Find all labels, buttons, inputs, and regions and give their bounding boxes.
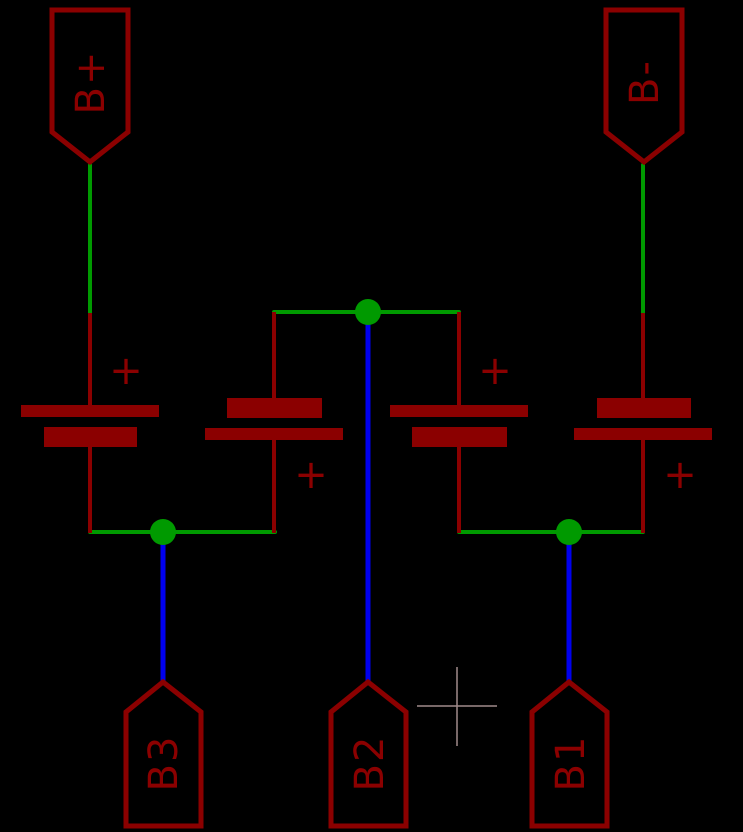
port-b1-label: B1 <box>548 735 594 792</box>
port-b1[interactable]: B1 <box>529 678 610 829</box>
port-b-minus[interactable]: B- <box>603 7 685 166</box>
port-b3-label: B3 <box>141 735 187 792</box>
junction-dot-icon[interactable] <box>556 519 582 545</box>
battery-cell-icon[interactable]: + <box>205 312 343 533</box>
port-b3[interactable]: B3 <box>123 678 204 829</box>
port-b2-label: B2 <box>347 735 393 792</box>
port-b2[interactable]: B2 <box>328 678 409 829</box>
battery-4-plus: + <box>663 452 699 498</box>
battery-1-plus: + <box>109 348 145 394</box>
junctions <box>150 299 582 545</box>
port-b-minus-label: B- <box>622 59 668 105</box>
battery-cell-icon[interactable]: + <box>574 313 712 533</box>
junction-dot-icon[interactable] <box>355 299 381 325</box>
battery-2-plus: + <box>294 452 330 498</box>
battery-cell-icon[interactable]: + <box>390 312 528 533</box>
crosshair-icon <box>417 667 497 746</box>
junction-dot-icon[interactable] <box>150 519 176 545</box>
battery-symbols: + + + + <box>21 312 712 533</box>
port-b-plus-label: B+ <box>68 50 114 115</box>
net-wires-blue <box>160 312 572 683</box>
port-b-plus[interactable]: B+ <box>49 7 131 166</box>
battery-cell-icon[interactable]: + <box>21 313 159 533</box>
battery-3-plus: + <box>478 348 514 394</box>
